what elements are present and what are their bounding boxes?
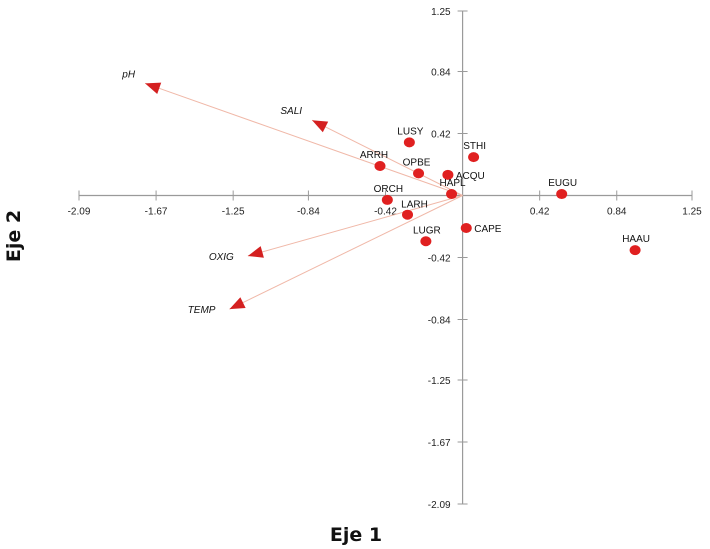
vector-arrowhead [312, 120, 329, 133]
vector-line [229, 195, 463, 310]
y-tick-label: 0.42 [431, 130, 451, 141]
y-tick-label: -1.67 [428, 438, 451, 449]
vector-label: SALI [280, 106, 302, 117]
point-label: STHI [463, 141, 486, 152]
y-tick-label: -0.42 [428, 254, 451, 265]
y-tick-label: -1.25 [428, 376, 451, 387]
species-point [420, 236, 432, 247]
x-tick-label: -1.67 [145, 207, 168, 218]
species-point [374, 160, 386, 171]
species-point [413, 168, 425, 179]
species-point [381, 194, 393, 205]
axis-ticks: -2.09 -1.67 -1.25 -0.84 -0.42 0.42 0.84 1.25 1.2… [68, 7, 703, 511]
species-point [403, 137, 415, 148]
vector-line [144, 82, 463, 196]
point-label: EUGU [548, 178, 577, 189]
species-point [446, 189, 458, 200]
vector-line [247, 195, 463, 257]
x-axis-title: Eje 1 [330, 524, 382, 546]
vector-arrowhead [145, 82, 162, 94]
x-tick-label: 1.25 [682, 207, 702, 218]
species-point [468, 152, 480, 163]
x-tick-label: -0.42 [374, 207, 397, 218]
y-tick-label: 0.84 [431, 68, 451, 79]
vector-label: pH [121, 69, 136, 80]
species-point [402, 209, 414, 220]
point-label: CAPE [474, 224, 502, 235]
vector-label: TEMP [188, 305, 216, 316]
y-tick-label: -0.84 [428, 315, 451, 326]
point-label: LUSY [397, 126, 423, 137]
x-tick-label: -0.84 [297, 207, 320, 218]
species-point [556, 189, 568, 200]
vector-label: OXIG [209, 252, 234, 263]
y-tick-label: 1.25 [431, 7, 451, 18]
species-point [460, 222, 472, 233]
vector-arrowhead [247, 246, 264, 258]
y-axis-title: Eje 2 [3, 210, 25, 262]
x-tick-label: -1.25 [222, 207, 245, 218]
environmental-vectors: pH SALI OXIG TEMP [121, 69, 463, 316]
point-label: HAAU [622, 234, 650, 245]
y-tick-label: -2.09 [428, 500, 451, 511]
x-tick-label: 0.84 [607, 207, 627, 218]
point-label: ARRH [360, 150, 388, 161]
species-point [629, 245, 641, 256]
point-label: OPBE [403, 157, 431, 168]
vector-line [311, 119, 463, 196]
vector-arrowhead [229, 297, 246, 310]
species-point [442, 169, 454, 180]
point-label: LUGR [413, 225, 441, 236]
point-label: ACQU [456, 171, 485, 182]
x-tick-label: 0.42 [530, 207, 550, 218]
point-label: LARH [401, 200, 428, 211]
point-label: HAPL [440, 178, 467, 189]
x-tick-label: -2.09 [68, 207, 91, 218]
point-label: ORCH [374, 184, 403, 195]
